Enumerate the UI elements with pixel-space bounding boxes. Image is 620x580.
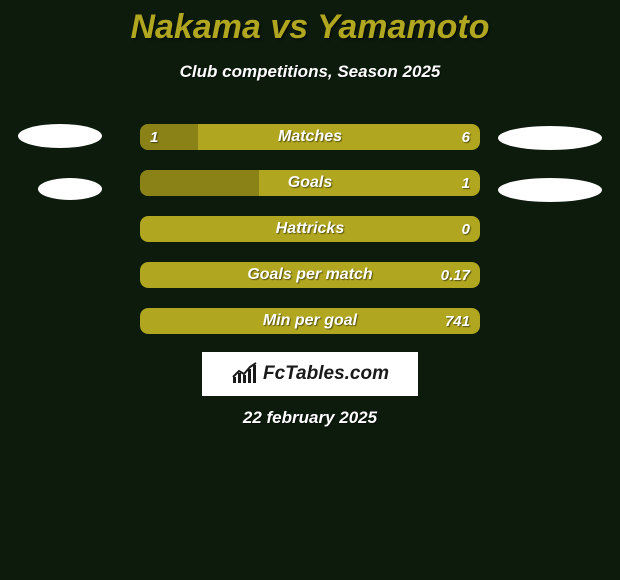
stat-row: Goals per match0.17	[140, 262, 480, 288]
stat-label: Goals per match	[140, 262, 480, 288]
stat-label: Min per goal	[140, 308, 480, 334]
brand-box: FcTables.com	[202, 352, 418, 396]
side-badge	[38, 178, 102, 200]
comparison-canvas: Nakama vs Yamamoto Club competitions, Se…	[0, 0, 620, 580]
subtitle: Club competitions, Season 2025	[0, 62, 620, 82]
stat-value-right: 0.17	[441, 262, 470, 288]
side-badge	[18, 124, 102, 148]
side-badge	[498, 178, 602, 202]
stat-row: Min per goal741	[140, 308, 480, 334]
stat-value-right: 741	[445, 308, 470, 334]
page-title: Nakama vs Yamamoto	[0, 8, 620, 47]
stat-row: Hattricks0	[140, 216, 480, 242]
stat-row: Matches1 6	[140, 124, 480, 150]
stat-label: Matches	[140, 124, 480, 150]
stat-bars: Matches16Goals1Hattricks0Goals per match…	[140, 124, 480, 354]
stat-value-left: 1	[150, 124, 158, 150]
stat-label: Hattricks	[140, 216, 480, 242]
stat-label: Goals	[140, 170, 480, 196]
stat-value-right: 6	[462, 124, 470, 150]
date-line: 22 february 2025	[0, 408, 620, 428]
stat-row: Goals1	[140, 170, 480, 196]
brand-chart-icon	[231, 361, 257, 388]
stat-value-right: 1	[462, 170, 470, 196]
brand-text: FcTables.com	[263, 363, 389, 385]
stat-value-right: 0	[462, 216, 470, 242]
side-badge	[498, 126, 602, 150]
